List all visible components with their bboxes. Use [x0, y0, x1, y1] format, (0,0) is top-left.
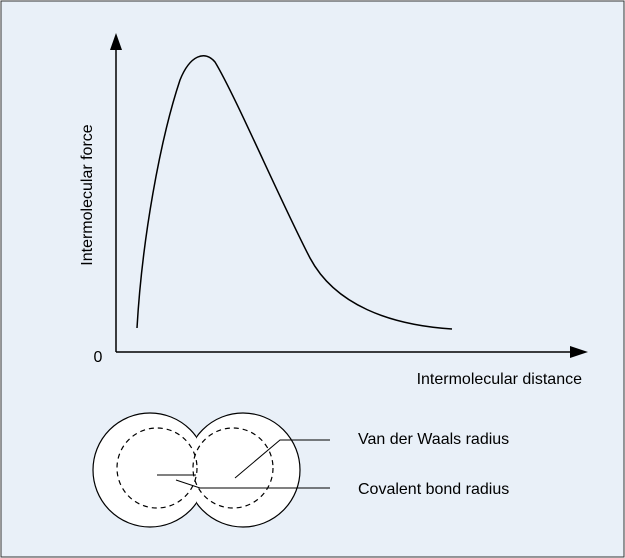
origin-label: 0 — [94, 349, 103, 366]
covalent-label: Covalent bond radius — [358, 481, 509, 498]
x-axis-label: Intermolecular distance — [417, 371, 583, 388]
vdw-label: Van der Waals radius — [358, 431, 509, 448]
diagram: Intermolecular force 0 Intermolecular di… — [0, 0, 625, 558]
y-axis-label: Intermolecular force — [79, 124, 96, 265]
